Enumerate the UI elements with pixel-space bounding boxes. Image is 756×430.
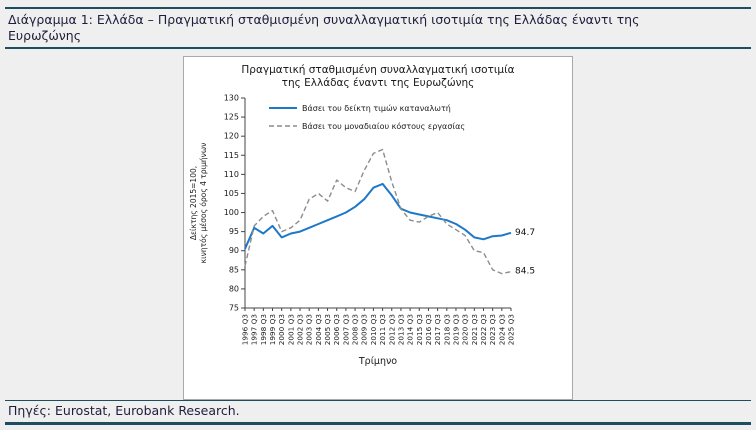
x-tick-label: 2004 Q3 [314,313,323,345]
footer: Πηγές: Eurostat, Eurobank Research. [0,399,756,425]
x-tick-label: 2003 Q3 [305,313,314,345]
x-tick-label: 2011 Q3 [378,313,387,345]
x-tick-label: 2022 Q3 [479,313,488,345]
y-tick-label: 130 [224,93,239,102]
legend-label-2: Βάσει του μοναδιαίου κόστους εργασίας [302,121,465,131]
x-tick-label: 1997 Q3 [250,313,259,345]
x-tick-label: 2015 Q3 [415,313,424,345]
x-tick-label: 2007 Q3 [341,313,350,345]
x-tick-label: 2000 Q3 [277,313,286,345]
x-tick-label: 2009 Q3 [360,313,369,345]
legend-label-1: Βάσει του δείκτη τιμών καταναλωτή [302,103,451,113]
series-end-label-1: 94.7 [515,228,535,238]
x-tick-label: 2002 Q3 [296,313,305,345]
y-tick-label: 80 [229,284,239,293]
series-end-label-2: 84.5 [515,266,535,276]
x-tick-label: 2018 Q3 [442,313,451,345]
y-tick-label: 90 [229,246,239,255]
y-tick-label: 100 [224,208,239,217]
footer-top-rule [5,399,751,401]
figure-caption-line-2: Ευρωζώνης [8,27,82,43]
x-tick-label: 2019 Q3 [451,313,460,345]
y-axis-title-line-2: κινητός μέσος όρος 4 τριμήνων [199,142,208,263]
chart-title-line-1: Πραγματική σταθμισμένη συναλλαγματική ισ… [241,64,514,76]
x-tick-label: 2025 Q3 [507,313,516,345]
x-tick-label: 1999 Q3 [268,313,277,345]
figure-caption-line-1: Διάγραμμα 1: Ελλάδα – Πραγματική σταθμισ… [8,12,640,27]
chart-box: Πραγματική σταθμισμένη συναλλαγματική ισ… [183,55,573,400]
y-tick-label: 115 [224,151,239,160]
x-tick-label: 2021 Q3 [470,313,479,345]
y-tick-label: 75 [229,303,239,312]
top-rule [5,7,751,9]
x-tick-label: 2013 Q3 [396,313,405,345]
x-tick-label: 2006 Q3 [332,313,341,345]
y-tick-label: 85 [229,265,239,274]
y-tick-label: 120 [224,131,239,140]
x-tick-label: 1998 Q3 [259,313,268,345]
y-tick-label: 105 [224,189,239,198]
x-tick-label: 1996 Q3 [241,313,250,345]
reer-chart-svg: Πραγματική σταθμισμένη συναλλαγματική ισ… [189,64,535,367]
chart-title-line-2: της Ελλάδας έναντι της Ευρωζώνης [282,77,475,89]
x-tick-label: 2014 Q3 [406,313,415,345]
chart-area: Πραγματική σταθμισμένη συναλλαγματική ισ… [0,55,756,400]
x-tick-label: 2016 Q3 [424,313,433,345]
figure-caption: Διάγραμμα 1: Ελλάδα – Πραγματική σταθμισ… [0,9,756,47]
series-line-1 [244,182,512,249]
y-tick-label: 125 [224,112,239,121]
header-bottom-rule [5,47,751,49]
y-tick-label: 95 [229,227,239,236]
bottom-rule [5,422,751,425]
x-tick-label: 2001 Q3 [286,313,295,345]
sources-text: Πηγές: Eurostat, Eurobank Research. [8,403,240,418]
x-tick-label: 2024 Q3 [497,313,506,345]
x-tick-label: 2005 Q3 [323,313,332,345]
x-tick-label: 2010 Q3 [369,313,378,345]
x-tick-label: 2020 Q3 [461,313,470,345]
y-tick-label: 110 [224,170,239,179]
x-axis-title: Τρίμηνο [358,356,397,367]
x-tick-label: 2008 Q3 [351,313,360,345]
x-tick-label: 2017 Q3 [433,313,442,345]
y-axis-title-line-1: Δείκτης 2015=100, [189,166,198,240]
x-tick-label: 2012 Q3 [387,313,396,345]
series-line-2 [244,148,512,275]
x-tick-label: 2023 Q3 [488,313,497,345]
